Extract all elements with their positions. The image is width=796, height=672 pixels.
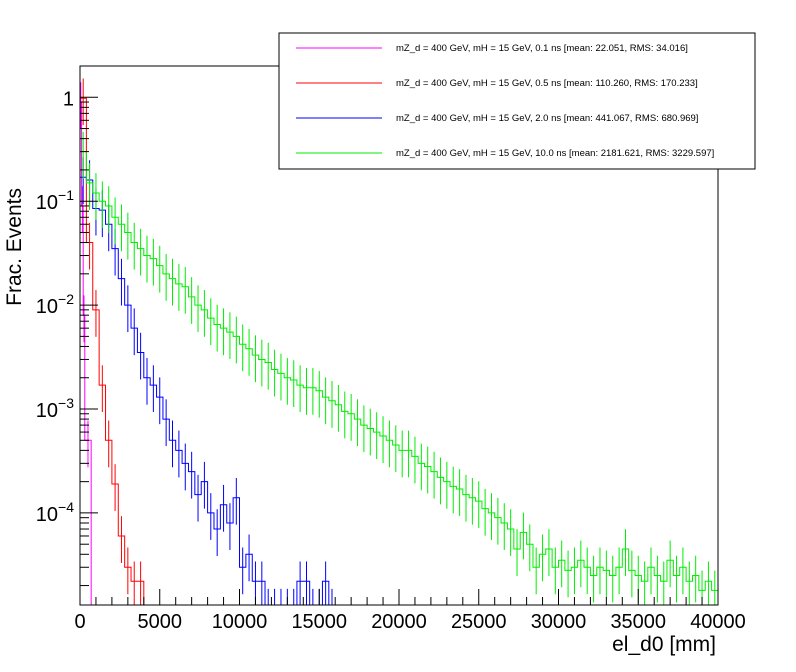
y-tick-base: 10 (36, 400, 58, 422)
y-axis-title: Frac. Events (3, 188, 26, 306)
x-tick-label: 40000 (690, 611, 746, 633)
y-tick-exponent: −2 (58, 291, 74, 307)
y-tick-exponent: −4 (58, 499, 74, 515)
series-3 (80, 131, 718, 605)
legend-label: mZ_d = 400 GeV, mH = 15 GeV, 2.0 ns [mea… (396, 113, 698, 124)
x-tick-label: 35000 (610, 611, 666, 633)
x-tick-label: 30000 (531, 611, 587, 633)
legend-entry: mZ_d = 400 GeV, mH = 15 GeV, 0.1 ns [mea… (296, 43, 688, 54)
legend-label: mZ_d = 400 GeV, mH = 15 GeV, 0.1 ns [mea… (396, 43, 688, 54)
legend-entry: mZ_d = 400 GeV, mH = 15 GeV, 2.0 ns [mea… (296, 113, 698, 124)
legend-box (278, 32, 756, 170)
x-tick-label: 0 (74, 611, 85, 633)
x-tick-label: 15000 (291, 611, 347, 633)
y-tick-base: 10 (36, 296, 58, 318)
y-axis: 10−410−310−210−11 (36, 65, 98, 587)
legend-label: mZ_d = 400 GeV, mH = 15 GeV, 10.0 ns [me… (396, 148, 714, 159)
y-tick-exponent: −1 (58, 187, 74, 203)
legend-entry: mZ_d = 400 GeV, mH = 15 GeV, 0.5 ns [mea… (296, 78, 698, 89)
series-2 (80, 157, 336, 605)
y-tick-base: 1 (63, 88, 74, 110)
x-axis: 0 5000 10000 15000 20000 25000 30000 35000 40000 (74, 589, 746, 633)
legend-entry: mZ_d = 400 GeV, mH = 15 GeV, 10.0 ns [me… (296, 148, 714, 159)
series-step-line (80, 176, 336, 605)
x-tick-label: 25000 (451, 611, 507, 633)
y-tick-label: 10−2 (36, 291, 74, 318)
x-tick-label: 20000 (371, 611, 427, 633)
y-tick-label: 10−3 (36, 395, 74, 422)
x-tick-label: 5000 (138, 611, 183, 633)
y-tick-base: 10 (36, 504, 58, 526)
x-tick-label: 10000 (212, 611, 268, 633)
y-tick-exponent: −3 (58, 395, 74, 411)
y-tick-base: 10 (36, 192, 58, 214)
legend-label: mZ_d = 400 GeV, mH = 15 GeV, 0.5 ns [mea… (396, 78, 698, 89)
series-step-line (80, 151, 718, 605)
legend: mZ_d = 400 GeV, mH = 15 GeV, 0.1 ns [mea… (278, 32, 756, 170)
y-tick-label: 10−4 (36, 499, 74, 526)
x-axis-title: el_d0 [mm] (612, 633, 716, 656)
y-tick-label: 10−1 (36, 187, 74, 214)
y-tick-label: 1 (63, 88, 74, 110)
